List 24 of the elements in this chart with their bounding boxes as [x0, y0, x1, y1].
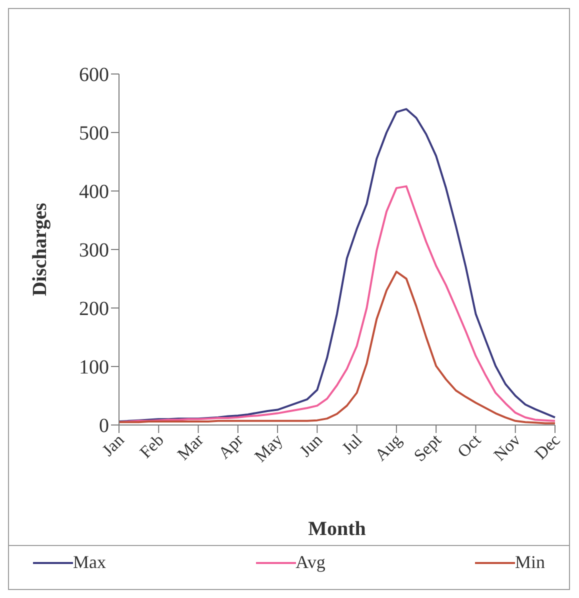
legend-label: Min — [514, 552, 545, 573]
y-tick-label: 400 — [79, 181, 109, 204]
x-tick-label: Jul — [338, 430, 366, 458]
legend-label: Max — [72, 552, 106, 573]
y-tick-label: 200 — [79, 298, 109, 320]
x-tick-label: Mar — [174, 430, 208, 464]
x-axis-title: Month — [308, 518, 366, 540]
x-tick-label: Oct — [454, 430, 485, 462]
y-tick-label: 0 — [99, 415, 109, 438]
x-tick-label: Aug — [371, 430, 406, 465]
x-tick-label: Nov — [490, 430, 525, 465]
y-tick-label: 500 — [79, 122, 109, 145]
x-tick-label: Feb — [136, 430, 168, 462]
y-tick-label: 300 — [79, 240, 109, 262]
y-axis-title: Discharges — [29, 202, 52, 296]
y-tick-label: 100 — [79, 356, 109, 379]
line-series — [118, 108, 556, 422]
x-tick-label: Dec — [531, 430, 564, 464]
x-tick-label: Jun — [296, 430, 326, 461]
x-tick-label: Apr — [214, 430, 247, 463]
legend-label: Avg — [294, 552, 326, 573]
y-tick-label: 600 — [79, 64, 109, 86]
x-tick-label: Sept — [410, 430, 446, 466]
x-tick-label: May — [250, 430, 287, 466]
